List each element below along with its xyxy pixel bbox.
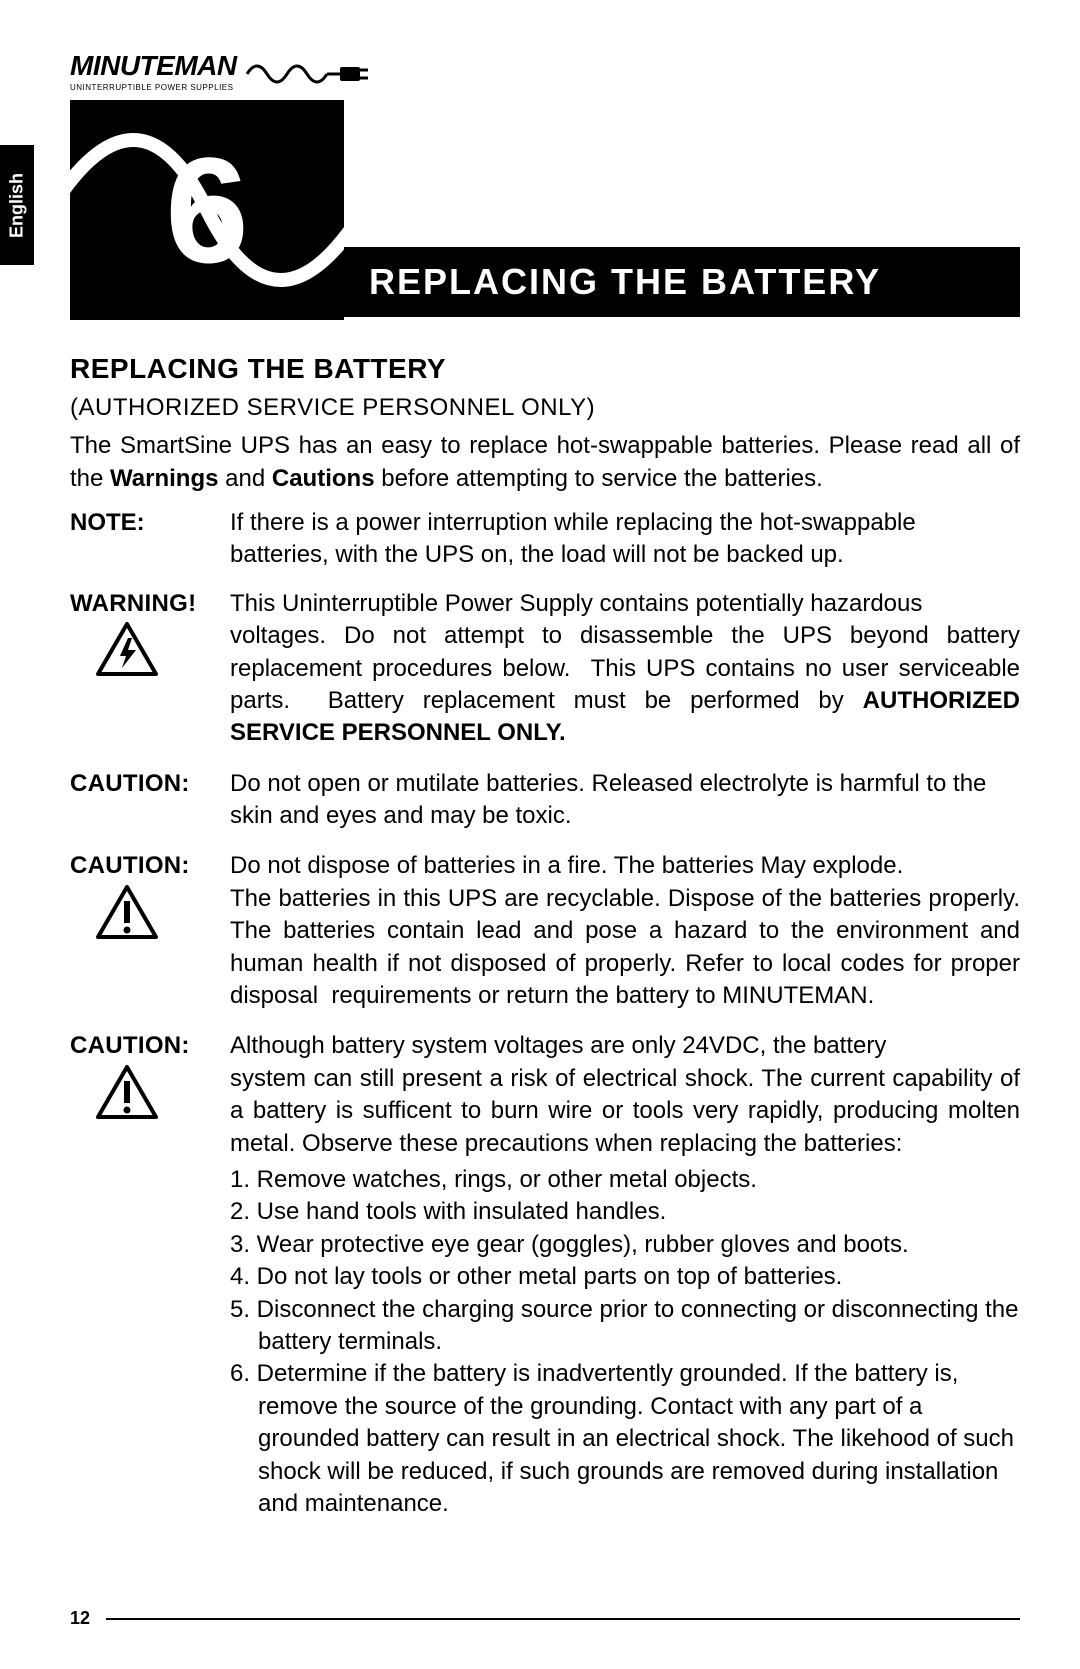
language-tab-label: English xyxy=(7,173,28,238)
exclaim-triangle-icon xyxy=(94,1063,160,1130)
section-subtitle: (AUTHORIZED SERVICE PERSONNEL ONLY) xyxy=(70,392,1020,424)
caution-2-text-line1: Do not dispose of batteries in a fire. T… xyxy=(230,850,1020,882)
logo-row: MINUTEMAN UNINTERRUPTIBLE POWER SUPPLIES xyxy=(70,50,1020,92)
content: REPLACING THE BATTERY (AUTHORIZED SERVIC… xyxy=(70,350,1020,1520)
brand-name: MINUTEMAN xyxy=(70,50,237,82)
language-tab: English xyxy=(0,145,34,265)
caution-3-line1: Although battery system voltages are onl… xyxy=(230,1030,1020,1062)
footer: 12 xyxy=(70,1608,1020,1629)
caution-3-intro: system can still present a risk of elect… xyxy=(230,1063,1020,1160)
caution-3-label: CAUTION: xyxy=(70,1030,230,1062)
warning-block: WARNING! This Uninterruptible Power Supp… xyxy=(70,588,1020,768)
list-item: 1. Remove watches, rings, or other metal… xyxy=(230,1164,1020,1196)
warning-text-line1: This Uninterruptible Power Supply contai… xyxy=(230,588,1020,620)
caution-1-label: CAUTION: xyxy=(70,768,230,800)
intro-paragraph: The SmartSine UPS has an easy to replace… xyxy=(70,430,1020,495)
caution-1-text: Do not open or mutilate batteries. Relea… xyxy=(230,768,1020,833)
precaution-list: 1. Remove watches, rings, or other metal… xyxy=(230,1164,1020,1520)
note-text: If there is a power interruption while r… xyxy=(230,507,1020,572)
caution-3-block: CAUTION: Although battery system voltage… xyxy=(70,1030,1020,1520)
list-item: 3. Wear protective eye gear (goggles), r… xyxy=(230,1229,1020,1261)
chapter-number: 6 xyxy=(165,135,248,285)
page-number: 12 xyxy=(70,1608,90,1629)
list-item: 2. Use hand tools with insulated handles… xyxy=(230,1196,1020,1228)
list-item: 4. Do not lay tools or other metal parts… xyxy=(230,1261,1020,1293)
section-title: REPLACING THE BATTERY xyxy=(70,350,1020,388)
chapter-header: REPLACING THE BATTERY 6 xyxy=(70,100,1020,320)
chapter-box: 6 xyxy=(70,100,344,320)
caution-2-block: CAUTION: Do not dispose of batteries in … xyxy=(70,850,1020,1030)
caution-2-label: CAUTION: xyxy=(70,850,230,882)
note-block: NOTE: If there is a power interruption w… xyxy=(70,507,1020,572)
lightning-triangle-icon xyxy=(94,620,160,687)
caution-2-text: The batteries in this UPS are recyclable… xyxy=(230,883,1020,1013)
list-item: 5. Disconnect the charging source prior … xyxy=(230,1294,1020,1359)
list-item: 6. Determine if the battery is inadverte… xyxy=(230,1358,1020,1520)
exclaim-triangle-icon xyxy=(94,883,160,950)
caution-1-block: CAUTION: Do not open or mutilate batteri… xyxy=(70,768,1020,833)
footer-rule xyxy=(106,1618,1020,1620)
note-label: NOTE: xyxy=(70,507,230,572)
brand-tagline: UNINTERRUPTIBLE POWER SUPPLIES xyxy=(70,83,237,92)
brand-logo: MINUTEMAN UNINTERRUPTIBLE POWER SUPPLIES xyxy=(70,50,237,92)
warning-label: WARNING! xyxy=(70,588,230,620)
warning-text: voltages. Do not attempt to disassemble … xyxy=(230,620,1020,750)
wave-plug-icon xyxy=(245,56,375,86)
